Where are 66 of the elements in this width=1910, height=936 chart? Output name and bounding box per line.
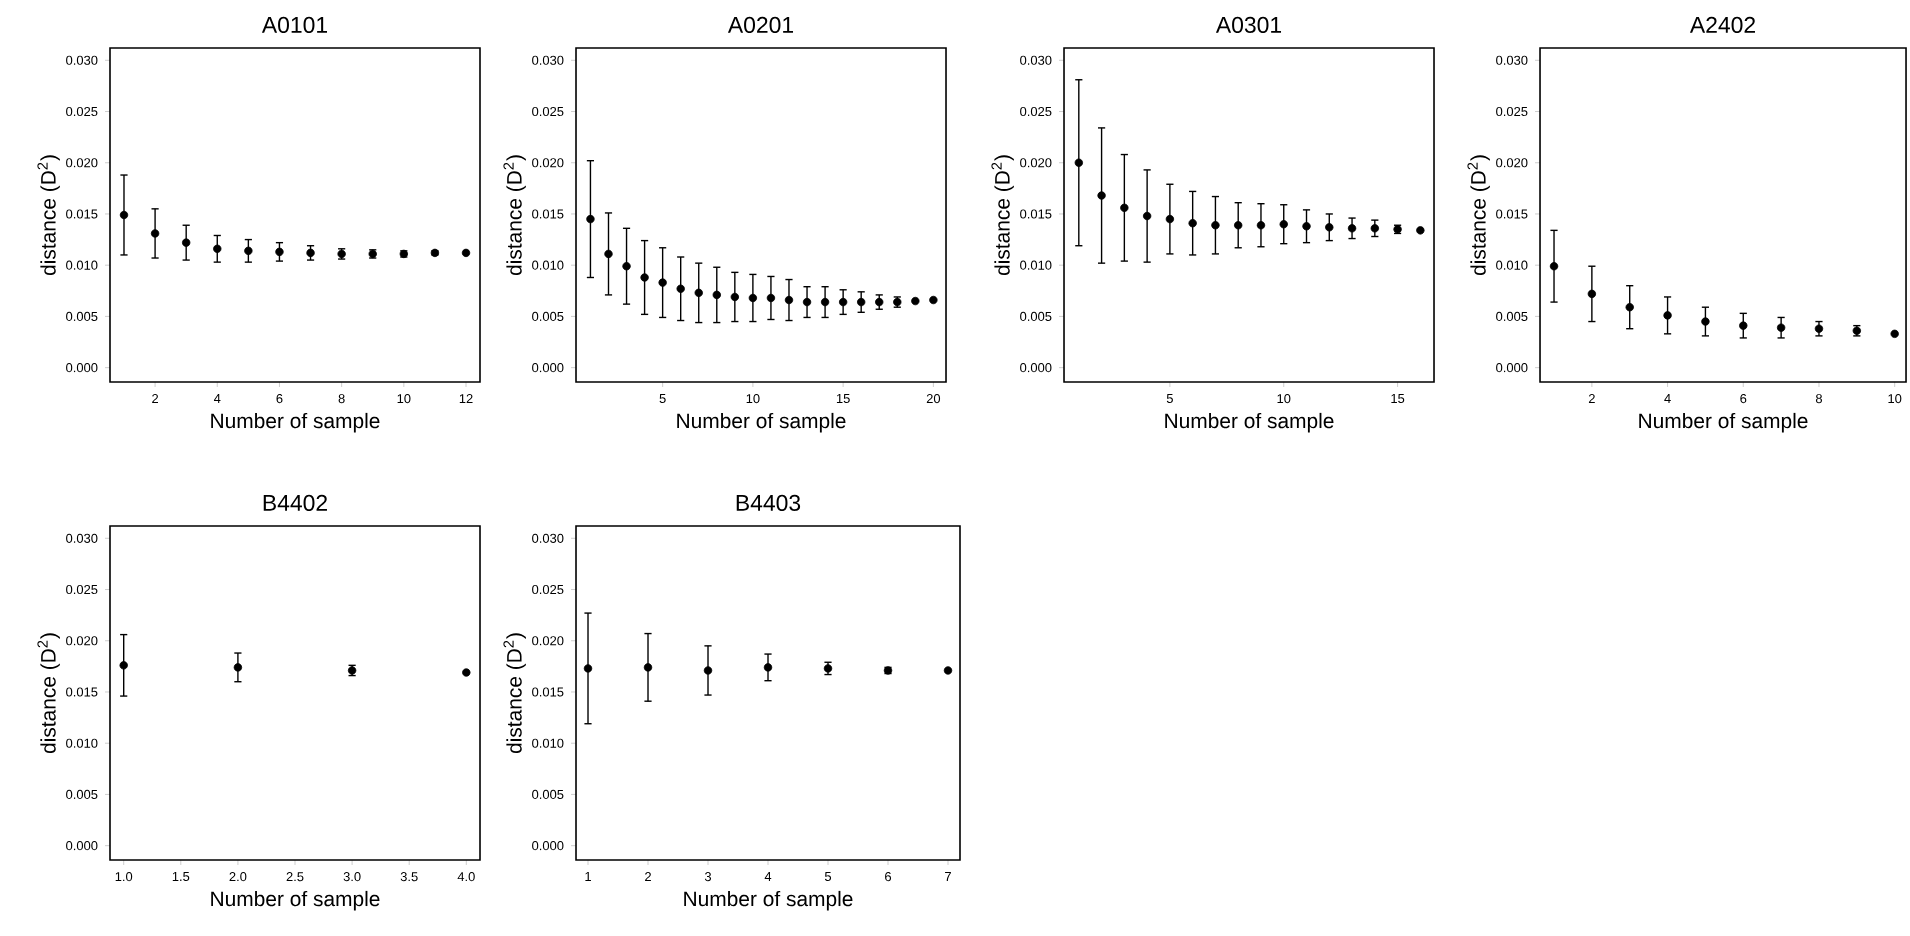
point (748, 293, 758, 303)
y-axis-title: distance (D$^{2}$) (37, 155, 60, 276)
point (586, 214, 595, 224)
point (1776, 323, 1786, 332)
point (1739, 321, 1748, 330)
point (1325, 223, 1334, 232)
point (1279, 220, 1288, 229)
point (838, 297, 848, 307)
x-axis-title: Number of sample (211, 412, 380, 433)
point (1120, 203, 1129, 213)
y-axis-title: distance (D$^{2}$) (503, 155, 526, 276)
x-axis-title: Number of sample (1639, 412, 1808, 433)
point (1211, 221, 1220, 230)
point (150, 229, 160, 238)
chart-title: A0201 (727, 16, 794, 33)
point (1370, 224, 1379, 233)
point (1142, 211, 1152, 221)
point (275, 247, 284, 257)
point (1097, 191, 1106, 200)
point (1549, 262, 1559, 271)
point (911, 296, 920, 306)
point (1234, 221, 1243, 230)
chart-title: A0101 (261, 16, 327, 33)
chart-title: A0301 (1215, 16, 1282, 33)
point (213, 244, 222, 253)
x-axis-title: Number of sample (677, 412, 846, 433)
point (694, 288, 703, 298)
point (730, 292, 740, 302)
point (1625, 303, 1634, 312)
y-axis-title: distance (D$^{2}$) (503, 633, 526, 754)
point (1188, 219, 1197, 228)
point (820, 297, 830, 307)
x-axis-title: Number of sample (684, 890, 853, 911)
point (676, 284, 685, 293)
point (1302, 222, 1311, 231)
y-axis-title: distance (D$^{2}$) (37, 633, 60, 754)
chart-title: A2402 (1689, 16, 1755, 33)
point (181, 238, 191, 247)
point (604, 249, 613, 259)
point (1165, 214, 1175, 224)
point (640, 273, 649, 282)
point (784, 295, 794, 305)
point (929, 295, 938, 305)
point (712, 290, 721, 300)
point (244, 246, 253, 256)
point (802, 297, 812, 307)
x-axis-title: Number of sample (1165, 412, 1334, 433)
point (1701, 317, 1710, 326)
point (1890, 329, 1899, 339)
y-axis-title: distance (D$^{2}$) (1467, 155, 1490, 276)
point (766, 293, 776, 303)
y-axis-title: distance (D$^{2}$) (991, 155, 1014, 276)
point (119, 210, 129, 220)
point (622, 262, 631, 271)
x-axis-title: Number of sample (211, 890, 380, 911)
chart-title: B4402 (263, 494, 327, 511)
point (461, 248, 471, 258)
point (857, 297, 866, 307)
point (1663, 311, 1672, 320)
point (1416, 226, 1425, 235)
point (658, 278, 667, 287)
point (1587, 289, 1597, 299)
chart-title: B4403 (736, 494, 801, 511)
point (1256, 221, 1266, 230)
point (1074, 158, 1083, 167)
point (1347, 224, 1357, 233)
